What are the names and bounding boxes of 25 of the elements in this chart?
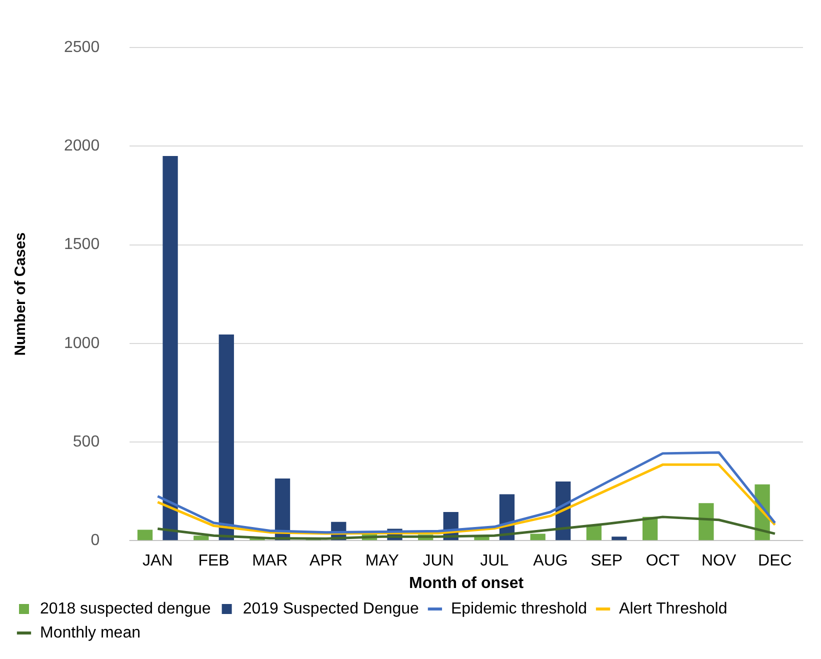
x-tick-label: MAY	[365, 552, 400, 570]
x-tick-label: MAR	[252, 552, 288, 570]
y-axis-title: Number of Cases	[12, 232, 30, 356]
y-tick-label: 2500	[64, 39, 100, 56]
x-axis-title: Month of onset	[408, 574, 524, 592]
x-tick-label: DEC	[758, 552, 792, 570]
y-tick-label: 1000	[64, 334, 100, 352]
legend-label: 2019 Suspected Dengue	[242, 600, 420, 618]
legend-label: Monthly mean	[40, 624, 140, 642]
legend-label: Alert Threshold	[619, 600, 728, 618]
x-tick-label: OCT	[646, 552, 680, 570]
x-tick-label: AUG	[533, 552, 568, 570]
y-tick-label: 0	[90, 532, 100, 550]
x-tick-label: JUN	[422, 552, 454, 570]
y-tick-label: 1500	[64, 236, 100, 254]
x-tick-label: APR	[310, 552, 342, 570]
x-tick-label: JAN	[142, 552, 173, 570]
y-tick-label: 2000	[64, 138, 100, 155]
legend-label: 2018 suspected dengue	[40, 600, 211, 618]
legend-label: Epidemic threshold	[450, 600, 588, 618]
x-tick-label: FEB	[198, 552, 230, 570]
x-tick-label: SEP	[590, 552, 623, 570]
x-tick-label: NOV	[701, 552, 736, 570]
x-tick-label: JUL	[480, 552, 509, 570]
y-tick-label: 500	[72, 433, 100, 450]
